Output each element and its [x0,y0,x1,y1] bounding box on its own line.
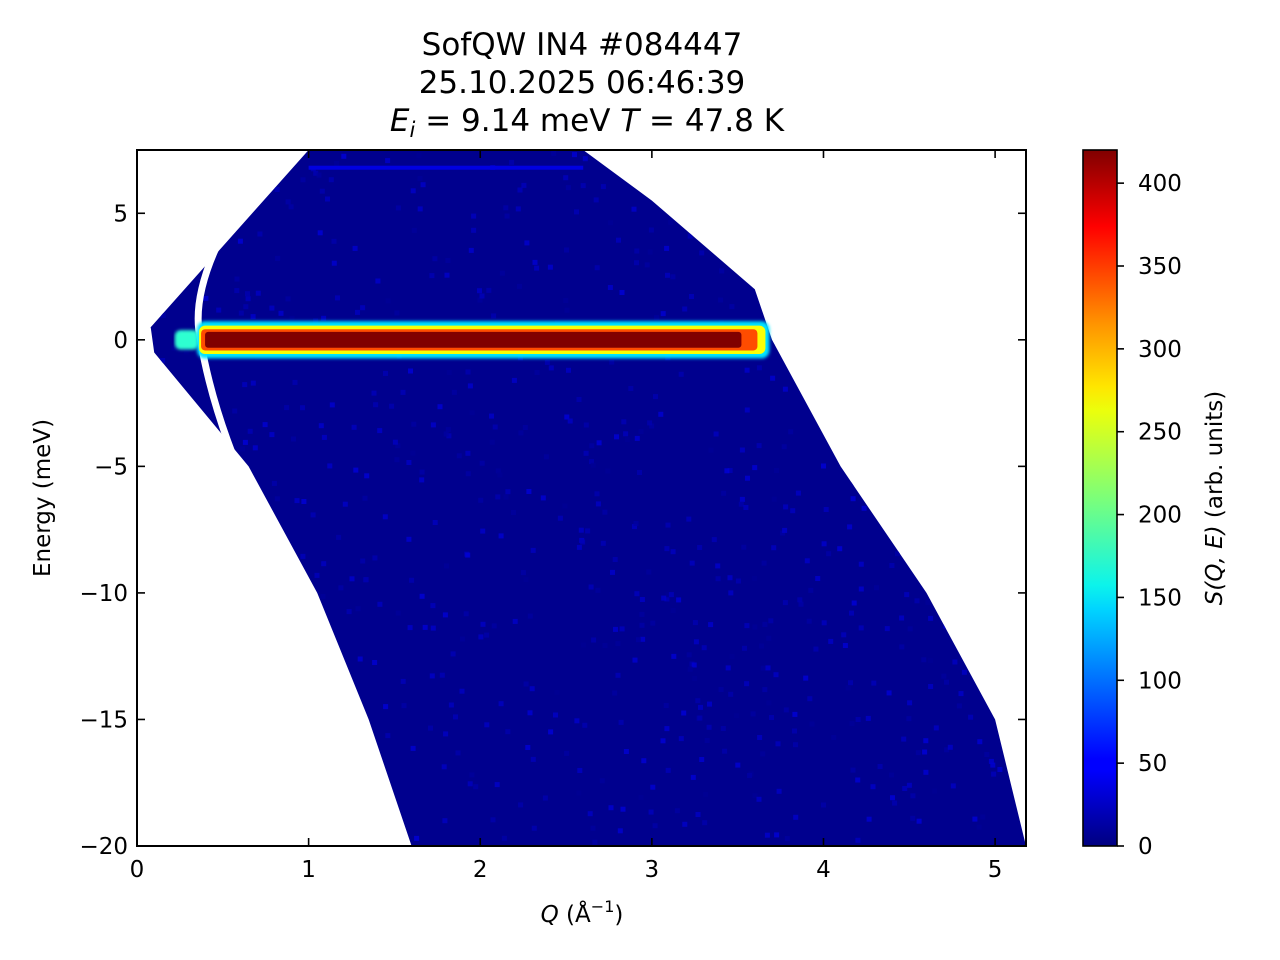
colorbar-label-args: (Q, E) [1202,525,1228,590]
x-label-symbol: Q [541,902,559,928]
x-label-suffix: ) [614,902,623,928]
ei-value: = 9.14 meV [415,103,620,139]
gap-arc-tail [298,591,354,695]
colorbar-tick-label: 400 [1138,171,1182,197]
x-tick-label: 2 [473,857,488,883]
colorbar-tick-label: 300 [1138,337,1182,363]
y-tick-label: 0 [113,328,128,354]
measured-region [150,150,1026,846]
y-tick-label: 5 [113,201,128,227]
gap-arc-inner [230,470,310,632]
colorbar-tick-label: 50 [1138,751,1167,777]
plot-frame [136,149,1027,847]
x-tick-label: 3 [645,857,660,883]
t-value: = 47.8 K [639,103,785,139]
colorbar-tick-label: 150 [1138,585,1182,611]
y-tick-label: −20 [79,834,128,860]
elastic-core [205,331,742,348]
ei-subscript: i [410,118,416,142]
chart-title-line-1: SofQW IN4 #084447 [422,27,743,63]
x-tick-label: 0 [130,857,145,883]
colorbar-tick-label: 250 [1138,420,1182,446]
plot-axes: 0 1 2 3 4 5 5 0 −5 −10 −15 −20 [79,149,1027,883]
colorbar-label-symbol: S [1202,591,1228,606]
elastic-line [174,321,770,359]
x-tick-label: 1 [301,857,316,883]
y-axis-label: Energy (meV) [30,419,56,577]
heatmap-layer [150,150,1026,846]
colorbar-label-units: (arb. units) [1202,391,1228,526]
colorbar-gradient [1082,149,1118,847]
ei-symbol: E [390,103,410,139]
x-tick-label: 5 [988,857,1003,883]
weak-line [308,165,584,170]
chart-title-line-3: Ei = 9.14 meV T = 47.8 K [390,103,785,142]
x-axis-label: Q (Å−1) [541,897,624,928]
x-label-exponent: −1 [591,897,615,916]
t-symbol: T [620,103,641,139]
y-tick-label: −5 [94,454,128,480]
colorbar: 0 50 100 150 200 250 300 350 400 [1082,149,1182,860]
chart-title-line-2: 25.10.2025 06:46:39 [419,65,746,101]
colorbar-tick-label: 200 [1138,503,1182,529]
colorbar-label: S(Q, E) (arb. units) [1202,391,1228,605]
x-label-unit: (Å [559,900,591,928]
elastic-low-q-tail [174,330,199,350]
x-tick-label: 4 [816,857,831,883]
y-tick-label: −10 [79,581,128,607]
colorbar-tick-label: 0 [1138,834,1153,860]
y-tick-label: −15 [79,707,128,733]
colorbar-tick-label: 350 [1138,254,1182,280]
colorbar-tick-label: 100 [1138,668,1182,694]
